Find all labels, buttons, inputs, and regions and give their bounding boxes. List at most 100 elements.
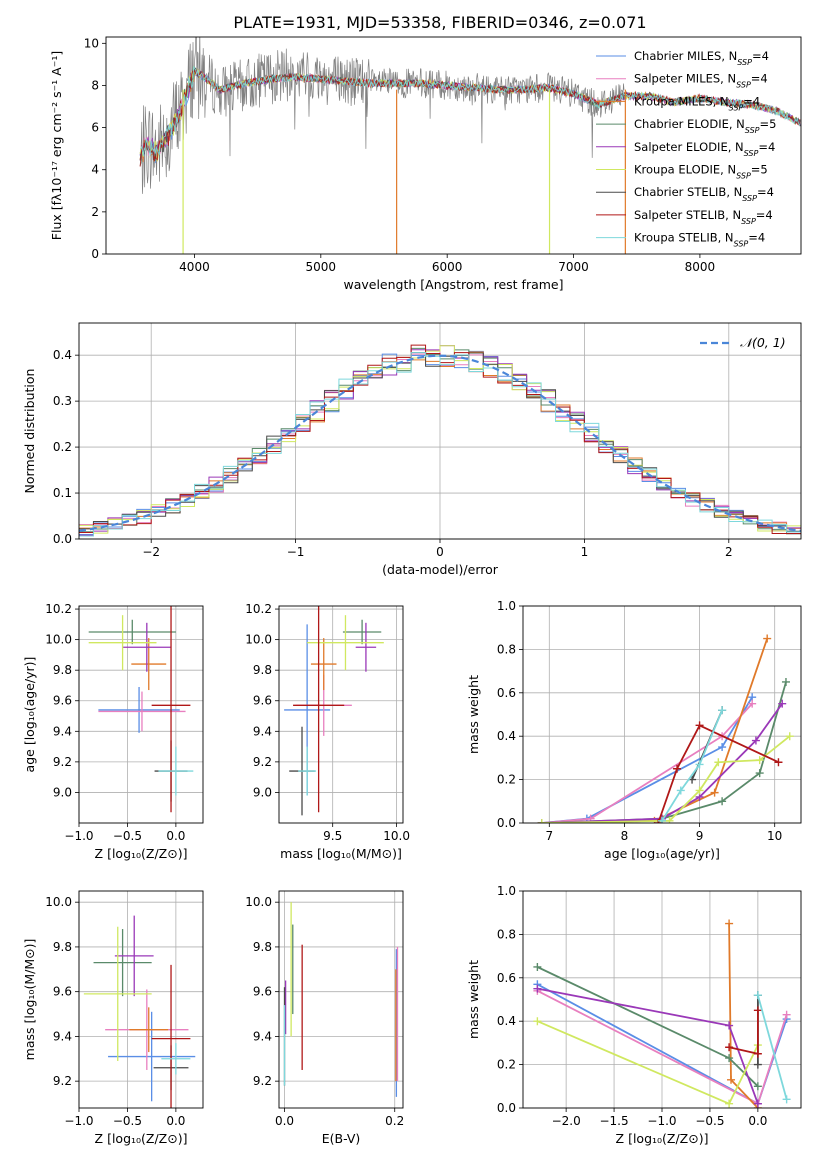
x-tick-label: 0.0 [166, 829, 185, 843]
errorbar-point [108, 1011, 196, 1102]
errorbars [88, 606, 194, 813]
x-tick-label: −1.5 [599, 1114, 628, 1128]
x-tick-label: 6000 [432, 260, 463, 274]
y-tick-label: 4 [91, 163, 99, 177]
legend-tail: =4 [756, 208, 773, 222]
weight-series [533, 984, 762, 1108]
y-tick-label: 9.0 [53, 785, 72, 799]
weight-marker [755, 756, 764, 765]
errorbar-point [122, 622, 172, 672]
weight-marker [673, 764, 682, 773]
weight-series [658, 706, 727, 823]
y-tick-label: 0.6 [497, 971, 516, 985]
y-tick-label: 9.4 [253, 1029, 272, 1043]
spectrum-lines [139, 37, 801, 254]
errorbar-point [158, 746, 194, 796]
x-tick-label: 0.0 [748, 1114, 767, 1128]
weight-series-line [657, 724, 779, 823]
x-tick-label: 7000 [558, 260, 589, 274]
plot-frame [278, 890, 404, 1109]
weight-lines [537, 634, 794, 823]
weight-marker [676, 786, 685, 795]
y-axis-label: mass weight [466, 960, 481, 1039]
y-tick-label: 9.0 [253, 785, 272, 799]
x-tick-label: −2.0 [552, 1114, 581, 1128]
x-axis-label: Z [log₁₀(Z/Z⊙)] [95, 1131, 188, 1146]
y-tick-label: 0.0 [53, 532, 72, 546]
weight-marker [753, 1082, 762, 1091]
weight-marker [725, 1021, 734, 1030]
y-tick-label: 0.4 [497, 729, 516, 743]
y-tick-label: 0.6 [497, 686, 516, 700]
legend-subscript: SSP [736, 80, 751, 89]
y-tick-label: 0.0 [497, 816, 516, 830]
y-tick-label: 9.2 [53, 1074, 72, 1088]
errorbar-point [114, 915, 154, 997]
errorbar-point [307, 615, 384, 671]
weight-marker [714, 758, 723, 767]
errorbar-point [83, 926, 152, 1062]
weight-marker [782, 1010, 791, 1019]
weight-series-line [541, 703, 783, 823]
weight-series-line [661, 709, 723, 822]
errorbar-point [342, 619, 382, 645]
weight-series [533, 962, 762, 1091]
mass-vs-z-panel: −1.0 −0.5 0.0 9.2 9.4 9.6 9.8 10.0 Z [log₁₀(Z/Z⊙… [22, 890, 204, 1146]
x-tick-label: 9 [696, 829, 704, 843]
weight-series-line [728, 1010, 759, 1055]
legend-text: Kroupa STELIB, N [634, 231, 734, 245]
weight-series-line [541, 702, 753, 823]
x-tick-label: 1 [581, 545, 589, 559]
y-tick-label: 9.8 [253, 940, 272, 954]
y-tick-label: 10.2 [245, 602, 272, 616]
normal-curve [79, 354, 801, 532]
errorbars [83, 915, 196, 1108]
y-tick-label: 9.6 [53, 985, 72, 999]
legend-label: Chabrier STELIB, NSSP=4 [634, 185, 774, 203]
legend-tail: =4 [752, 49, 769, 63]
observed-spectrum [139, 37, 625, 194]
weight-series [537, 699, 787, 823]
legend-subscript: SSP [737, 58, 752, 67]
spectrum-panel: 4000 5000 6000 7000 8000 0 2 4 6 8 10 wavelength [A… [49, 36, 802, 292]
y-tick-label: 10.0 [245, 633, 272, 647]
y-tick-label: 9.4 [53, 724, 72, 738]
y-tick-label: 0.4 [53, 348, 72, 362]
weight-marker [725, 919, 734, 928]
x-tick-label: −0.5 [695, 1114, 724, 1128]
x-tick-label: 2 [725, 545, 733, 559]
weight-marker [695, 721, 704, 730]
y-tick-label: 10.0 [45, 895, 72, 909]
x-axis-label: age [log₁₀(age/yr)] [604, 846, 720, 861]
weight-marker [763, 634, 772, 643]
age-vs-z-panel: −1.0 −0.5 0.0 9.0 9.2 9.4 9.6 9.8 10.0 10.2 Z [log… [22, 602, 204, 861]
y-axis-label: Normed distribution [22, 369, 37, 494]
errorbar-point [355, 622, 377, 672]
errorbar-point [151, 606, 191, 813]
legend-label: Kroupa STELIB, NSSP=4 [634, 231, 765, 249]
legend-tail: =4 [748, 231, 765, 245]
figure-title: PLATE=1931, MJD=53358, FIBERID=0346, z=0… [233, 13, 646, 32]
weight-marker [755, 769, 764, 778]
weight-series [537, 693, 757, 823]
legend-label: Salpeter STELIB, NSSP=4 [634, 208, 773, 226]
errorbar-point [98, 686, 180, 733]
y-tick-label: 9.8 [53, 940, 72, 954]
y-tick-label: 9.8 [253, 663, 272, 677]
errorbar-point [310, 638, 337, 691]
weight-marker [782, 1095, 791, 1104]
weight-lines [533, 919, 791, 1108]
y-axis-label: age [log₁₀(age/yr)] [22, 657, 37, 773]
legend-text: Kroupa MILES, N [634, 94, 729, 108]
y-tick-label: 0.2 [497, 773, 516, 787]
legend-tail: =4 [758, 140, 775, 154]
weight-marker [695, 760, 704, 769]
plot-frame [278, 605, 404, 824]
legend-text: Salpeter ELODIE, N [634, 140, 744, 154]
y-tick-label: 0.8 [497, 927, 516, 941]
weight-series [537, 699, 757, 823]
legend-subscript: SSP [736, 171, 751, 180]
